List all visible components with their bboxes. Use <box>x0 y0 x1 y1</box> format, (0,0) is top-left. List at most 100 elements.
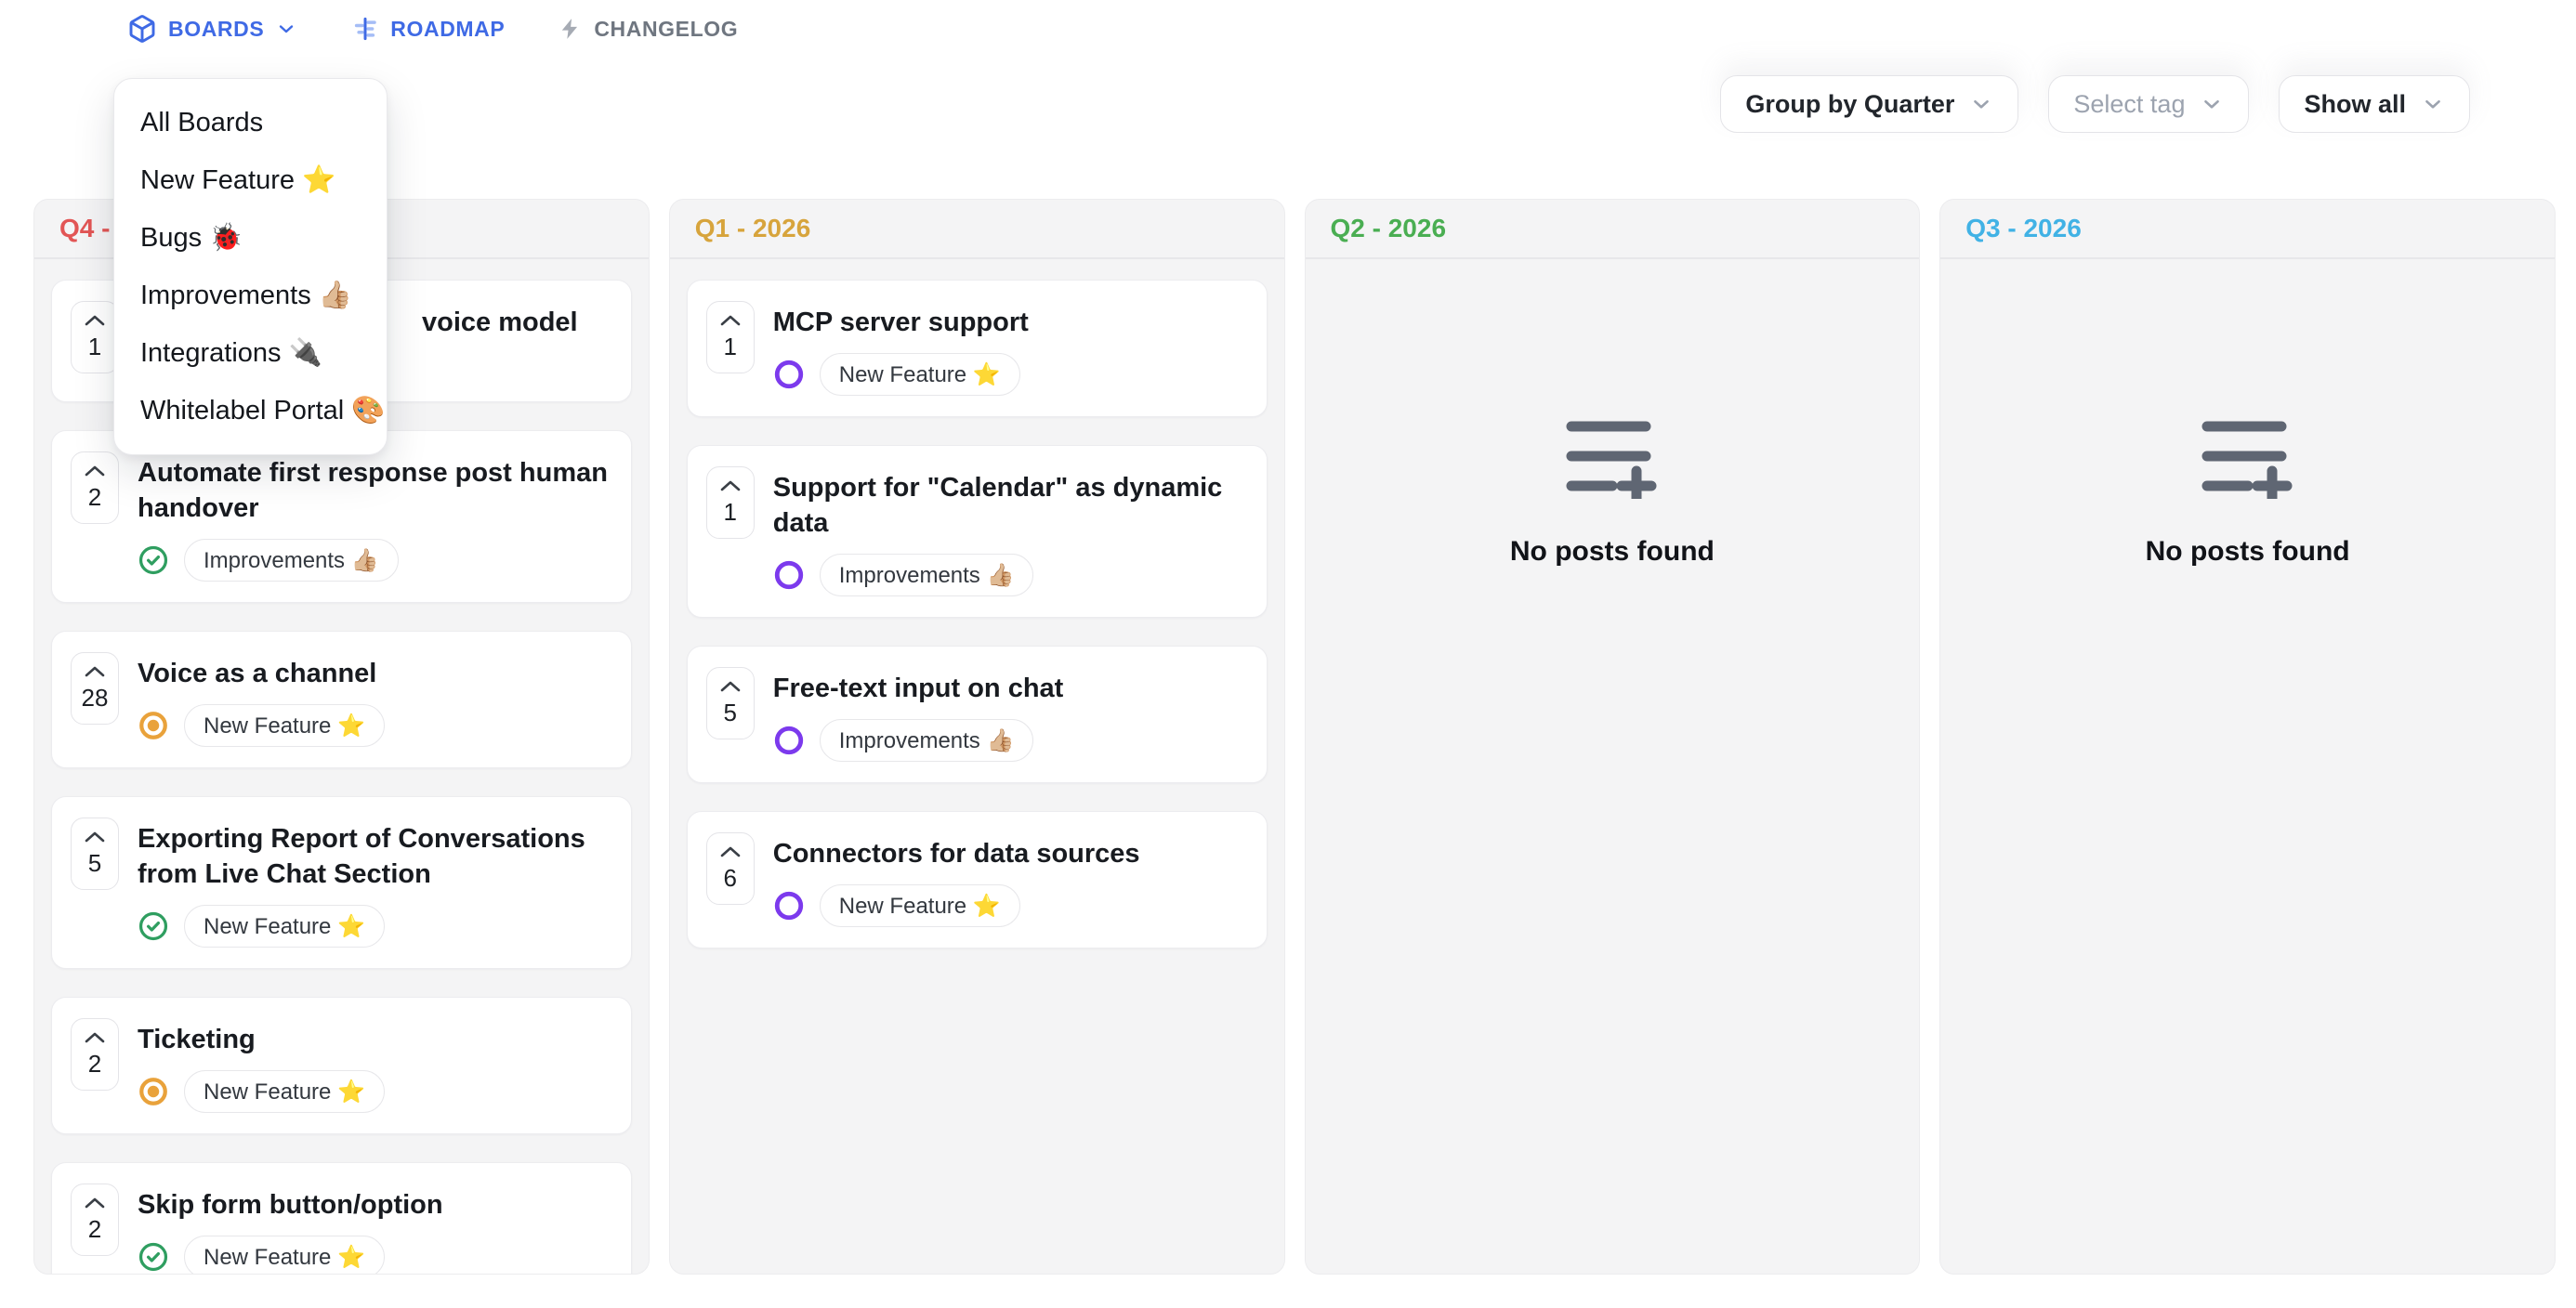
filter-show-dropdown[interactable]: Show all <box>2279 75 2470 133</box>
upvote-count: 2 <box>87 482 102 511</box>
roadmap-icon <box>355 17 377 41</box>
status-planned-icon <box>774 891 803 921</box>
upvote-button[interactable]: 1 <box>705 466 755 539</box>
upvote-count: 1 <box>723 497 737 526</box>
board-tag-badge: New Feature ⭐ <box>184 1070 385 1113</box>
roadmap-board: Q4 - 1 voice model 2 Automate first response… <box>33 199 2556 1275</box>
post-card[interactable]: 28 Voice as a channel New Feature ⭐ <box>51 631 632 768</box>
card-content: Voice as a channel New Feature ⭐ <box>138 652 612 747</box>
card-title: Support for "Calendar" as dynamic data <box>772 473 1223 538</box>
card-meta: New Feature ⭐ <box>138 704 612 747</box>
card-meta: Improvements 👍🏼 <box>138 539 612 582</box>
card-title: Free-text input on chat <box>772 674 1064 703</box>
card-meta: New Feature ⭐ <box>138 905 612 948</box>
no-posts-icon <box>2201 421 2293 499</box>
column-header: Q1 - 2026 <box>669 200 1284 259</box>
upvote-button[interactable]: 6 <box>705 832 755 905</box>
menu-item-improvements[interactable]: Improvements 👍🏼 <box>140 281 352 310</box>
empty-state: No posts found <box>1322 280 1903 1253</box>
chevron-up-icon <box>85 315 105 325</box>
card-content: MCP server support New Feature ⭐ <box>773 301 1248 396</box>
card-meta: New Feature ⭐ <box>773 884 1248 927</box>
card-content: Connectors for data sources New Feature ⭐ <box>773 832 1248 927</box>
post-card[interactable]: 1 MCP server support New Feature ⭐ <box>686 280 1268 417</box>
upvote-count: 5 <box>723 698 737 726</box>
card-title: MCP server support <box>772 307 1029 337</box>
upvote-button[interactable]: 5 <box>705 667 755 739</box>
upvote-button[interactable]: 2 <box>71 451 119 524</box>
card-content: voice model <box>138 301 612 381</box>
status-planned-icon <box>774 560 803 590</box>
upvote-count: 2 <box>87 1049 102 1078</box>
boards-dropdown-menu: All Boards New Feature ⭐ Bugs 🐞 Improvement… <box>113 78 388 455</box>
chevron-up-icon <box>720 681 741 691</box>
chevron-up-icon <box>85 465 105 476</box>
post-card[interactable]: 5 Exporting Report of Conversations from … <box>51 796 632 969</box>
menu-item-all-boards[interactable]: All Boards <box>140 107 264 137</box>
board-tag-badge: New Feature ⭐ <box>819 353 1020 396</box>
post-card[interactable]: 1 Support for "Calendar" as dynamic data I… <box>686 445 1268 618</box>
board-tag-badge: New Feature ⭐ <box>184 1236 385 1274</box>
post-card[interactable]: 2 Ticketing New Feature ⭐ <box>51 997 632 1134</box>
card-meta: New Feature ⭐ <box>773 353 1248 396</box>
upvote-button[interactable]: 2 <box>71 1184 119 1256</box>
card-title: Exporting Report of Conversations from L… <box>138 824 585 889</box>
card-content: Support for "Calendar" as dynamic data Im… <box>773 466 1248 596</box>
menu-item-whitelabel-portal[interactable]: Whitelabel Portal 🎨 <box>140 396 386 425</box>
chevron-up-icon <box>85 1032 105 1042</box>
menu-item-bugs[interactable]: Bugs 🐞 <box>140 223 243 253</box>
upvote-button[interactable]: 1 <box>705 301 755 373</box>
roadmap-column-q1-2026: Q1 - 2026 1 MCP server support New Feature … <box>668 199 1285 1275</box>
upvote-button[interactable]: 2 <box>71 1018 119 1091</box>
column-title: Q1 - 2026 <box>694 214 811 242</box>
board-tag-badge: New Feature ⭐ <box>184 704 385 747</box>
upvote-count: 28 <box>81 683 109 712</box>
card-content: Automate first response post human hando… <box>138 451 612 582</box>
nav-item-label: CHANGELOG <box>594 16 739 41</box>
card-title: Automate first response post human hando… <box>138 458 608 523</box>
nav-item-changelog[interactable]: CHANGELOG <box>559 15 738 43</box>
column-body: 1 voice model 2 Automate first response pos… <box>34 259 649 1274</box>
column-title: Q2 - 2026 <box>1330 214 1447 242</box>
card-title: Connectors for data sources <box>772 839 1140 869</box>
upvote-count: 5 <box>87 848 102 877</box>
box-icon <box>129 15 155 43</box>
filter-group-by-dropdown[interactable]: Group by Quarter <box>1720 75 2019 133</box>
card-content: Skip form button/option New Feature ⭐ <box>138 1184 612 1274</box>
nav-item-roadmap[interactable]: ROADMAP <box>351 15 505 43</box>
post-card[interactable]: 2 Automate first response post human hand… <box>51 430 632 603</box>
menu-item-new-feature[interactable]: New Feature ⭐ <box>140 165 336 195</box>
status-in-progress-icon <box>139 1078 167 1105</box>
top-navigation: BOARDS ROADMAP CHANGELOG <box>127 0 738 58</box>
chevron-up-icon <box>720 480 741 490</box>
upvote-button[interactable]: 28 <box>71 652 119 725</box>
menu-item-integrations[interactable]: Integrations 🔌 <box>140 338 322 368</box>
filter-bar: Group by Quarter Select tag Show all <box>1720 75 2470 133</box>
column-title: Q3 - 2026 <box>1965 214 2082 242</box>
status-done-icon <box>138 545 168 575</box>
chevron-up-icon <box>85 1197 105 1208</box>
chevron-down-icon <box>280 25 294 33</box>
card-title: Ticketing <box>138 1025 256 1054</box>
filter-tag-dropdown[interactable]: Select tag <box>2048 75 2250 133</box>
status-planned-icon <box>774 360 803 389</box>
chevron-down-icon <box>2425 99 2440 109</box>
column-header: Q2 - 2026 <box>1305 200 1920 259</box>
column-body: No posts found <box>1306 259 1920 1274</box>
roadmap-column-q3-2026: Q3 - 2026 No posts found <box>1939 199 2556 1275</box>
column-body: 1 MCP server support New Feature ⭐ 1 Support… <box>670 259 1284 1274</box>
upvote-button[interactable]: 1 <box>71 301 119 373</box>
post-card[interactable]: 2 Skip form button/option New Feature ⭐ <box>51 1162 632 1274</box>
board-tag-badge: Improvements 👍🏼 <box>184 539 399 582</box>
upvote-button[interactable]: 5 <box>71 818 119 890</box>
card-content: Free-text input on chat Improvements 👍🏼 <box>773 667 1248 762</box>
nav-item-boards[interactable]: BOARDS <box>127 14 297 44</box>
bolt-icon <box>562 19 578 39</box>
upvote-count: 2 <box>87 1214 102 1243</box>
chevron-down-icon <box>2204 99 2220 109</box>
status-planned-icon <box>774 726 803 755</box>
post-card[interactable]: 5 Free-text input on chat Improvements 👍🏼 <box>686 646 1268 783</box>
board-tag-badge: New Feature ⭐ <box>184 905 385 948</box>
post-card[interactable]: 6 Connectors for data sources New Feature … <box>686 811 1268 948</box>
board-tag-badge: Improvements 👍🏼 <box>819 719 1034 762</box>
